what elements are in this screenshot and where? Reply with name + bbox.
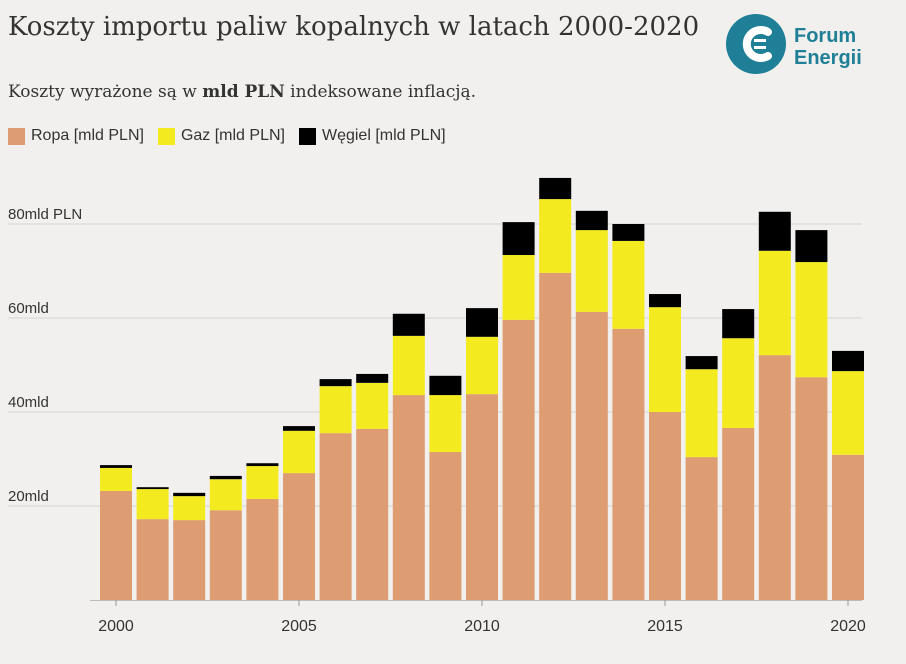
legend-label: Ropa [mld PLN] <box>31 127 144 144</box>
bar-ropa-2009 <box>429 451 462 600</box>
x-tick-label: 2015 <box>647 618 683 635</box>
bar-gaz-2020 <box>832 371 864 455</box>
legend-label: Węgiel [mld PLN] <box>321 127 446 144</box>
legend-item: Ropa [mld PLN] <box>8 127 144 145</box>
bar-ropa-2020 <box>832 454 864 600</box>
y-tick-label: 20mld <box>8 488 49 505</box>
bar-ropa-2013 <box>575 311 608 600</box>
bar-gaz-2003 <box>209 479 242 511</box>
subtitle-post: indeksowane inflacją. <box>284 82 477 102</box>
bar-węgiel-2006 <box>319 379 352 387</box>
x-tick-label: 2020 <box>830 618 866 635</box>
legend-swatch <box>8 127 25 145</box>
bar-ropa-2010 <box>466 394 498 600</box>
bar-ropa-2017 <box>722 427 755 600</box>
x-tick-label: 2010 <box>464 618 500 635</box>
bar-węgiel-2013 <box>575 210 608 231</box>
bar-węgiel-2016 <box>685 356 718 370</box>
bar-ropa-2014 <box>612 328 645 600</box>
bar-węgiel-2012 <box>539 177 572 200</box>
legend-label: Gaz [mld PLN] <box>180 127 285 144</box>
bar-gaz-2012 <box>539 199 572 273</box>
bar-węgiel-2020 <box>832 350 864 372</box>
bar-węgiel-2004 <box>246 463 279 467</box>
bar-ropa-2011 <box>502 319 535 600</box>
bar-ropa-2006 <box>319 433 352 600</box>
bar-gaz-2001 <box>136 489 169 520</box>
bar-węgiel-2014 <box>612 224 645 241</box>
bar-węgiel-2011 <box>502 222 535 256</box>
bar-gaz-2018 <box>758 250 791 356</box>
bar-gaz-2000 <box>100 467 132 491</box>
y-tick-label: 40mld <box>8 394 49 411</box>
bar-węgiel-2009 <box>429 375 462 396</box>
bar-gaz-2017 <box>722 338 755 428</box>
bar-gaz-2002 <box>173 496 206 521</box>
bar-ropa-2016 <box>685 457 718 600</box>
bar-węgiel-2017 <box>722 309 755 339</box>
bar-węgiel-2003 <box>209 475 242 480</box>
bar-węgiel-2007 <box>356 373 389 383</box>
bar-węgiel-2018 <box>758 211 791 251</box>
subtitle-pre: Koszty wyrażone są w <box>8 82 203 102</box>
y-tick-label: 60mld <box>8 300 49 317</box>
bar-węgiel-2002 <box>173 492 206 497</box>
bar-gaz-2011 <box>502 255 535 320</box>
legend-swatch <box>157 127 175 145</box>
bar-gaz-2007 <box>356 382 389 429</box>
bar-gaz-2016 <box>685 369 718 458</box>
legend-swatch <box>298 127 316 145</box>
bar-ropa-2015 <box>649 412 681 600</box>
bar-ropa-2000 <box>100 490 132 600</box>
y-tick-label: 80mld PLN <box>8 206 82 223</box>
bar-ropa-2008 <box>392 395 425 600</box>
bar-węgiel-2015 <box>649 294 681 308</box>
bar-ropa-2018 <box>758 355 791 600</box>
bar-ropa-2002 <box>173 520 206 600</box>
bar-gaz-2014 <box>612 240 645 329</box>
svg-text:Energii: Energii <box>794 47 862 69</box>
bar-gaz-2006 <box>319 386 352 434</box>
bar-węgiel-2000 <box>100 465 132 468</box>
bar-węgiel-2010 <box>466 308 498 337</box>
bar-gaz-2019 <box>795 262 828 378</box>
chart-subtitle: Koszty wyrażone są w mld PLN indeksowane… <box>8 82 476 102</box>
svg-text:Forum: Forum <box>794 25 856 47</box>
bar-gaz-2009 <box>429 395 462 452</box>
x-tick-label: 2005 <box>281 618 317 635</box>
legend-item: Gaz [mld PLN] <box>157 127 285 145</box>
bar-ropa-2004 <box>246 498 279 600</box>
legend-item: Węgiel [mld PLN] <box>298 127 446 145</box>
bar-gaz-2010 <box>466 336 498 395</box>
bar-ropa-2003 <box>209 510 242 600</box>
bar-gaz-2013 <box>575 230 608 312</box>
bar-ropa-2005 <box>283 473 315 600</box>
bar-ropa-2007 <box>356 428 389 600</box>
bar-węgiel-2001 <box>136 487 169 490</box>
bar-ropa-2001 <box>136 519 169 600</box>
bar-ropa-2019 <box>795 377 828 600</box>
subtitle-bold: mld PLN <box>202 82 285 102</box>
x-tick-label: 2000 <box>98 618 134 635</box>
bar-węgiel-2005 <box>283 426 315 431</box>
bar-węgiel-2008 <box>392 313 425 336</box>
bar-gaz-2005 <box>283 430 315 474</box>
bar-węgiel-2019 <box>795 230 828 263</box>
bar-gaz-2015 <box>649 307 681 412</box>
bar-ropa-2012 <box>539 272 572 600</box>
chart-title: Koszty importu paliw kopalnych w latach … <box>8 12 700 42</box>
forum-energii-logo: Forum Energii <box>726 12 876 81</box>
bar-gaz-2004 <box>246 466 279 499</box>
bar-gaz-2008 <box>392 335 425 396</box>
legend: Ropa [mld PLN] Gaz [mld PLN] Węgiel [mld P… <box>8 127 446 145</box>
